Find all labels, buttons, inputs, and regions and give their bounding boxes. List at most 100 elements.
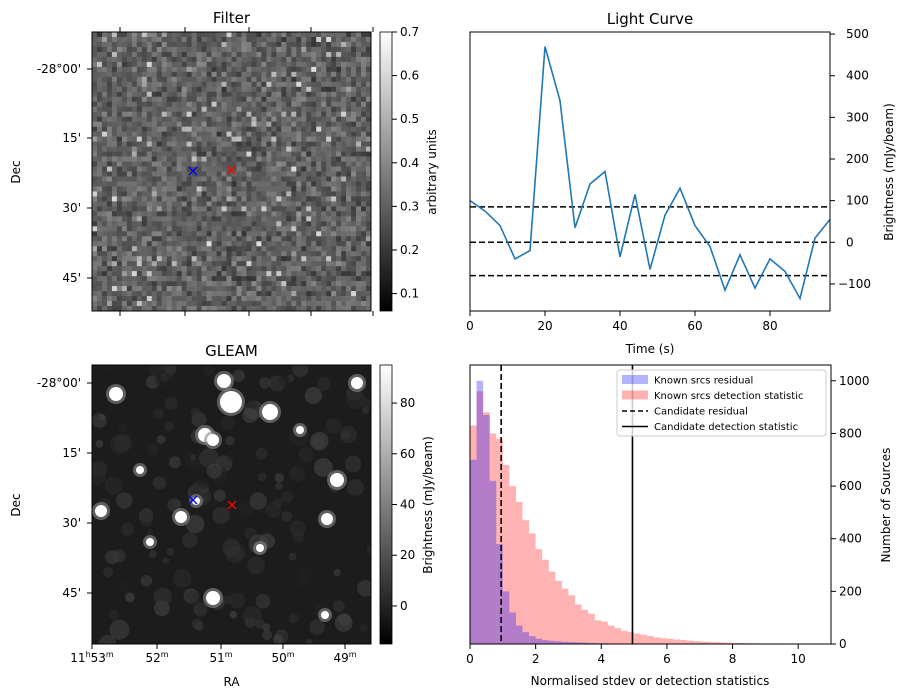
filter-pixel — [336, 196, 342, 202]
filter-pixel — [366, 216, 371, 222]
gleam-noise-blob — [160, 373, 169, 383]
filter-pixel — [231, 96, 237, 103]
filter-pixel — [126, 91, 133, 98]
filter-pixel — [166, 96, 173, 103]
filter-pixel — [366, 121, 371, 127]
filter-pixel — [186, 41, 192, 48]
filter-pixel — [96, 206, 103, 212]
filter-pixel — [191, 161, 197, 167]
filter-pixel — [271, 186, 277, 192]
filter-pixel — [336, 271, 342, 277]
filter-pixel — [136, 181, 143, 187]
filter-pixel — [201, 86, 207, 93]
filter-pixel — [136, 306, 143, 311]
filter-pixel — [191, 61, 197, 68]
filter-pixel — [306, 181, 312, 187]
filter-pixel — [141, 221, 148, 227]
filter-pixel — [211, 176, 217, 182]
filter-pixel — [181, 51, 187, 58]
filter-pixel — [106, 171, 113, 177]
filter-pixel — [206, 151, 212, 157]
filter-pixel — [231, 91, 237, 98]
filter-pixel — [291, 156, 297, 162]
filter-pixel — [151, 231, 158, 237]
filter-pixel — [156, 206, 163, 212]
filter-pixel — [96, 32, 103, 38]
filter-pixel — [266, 86, 272, 93]
filter-pixel — [201, 91, 207, 98]
known-source-marker — [227, 500, 237, 510]
filter-pixel — [111, 146, 118, 152]
filter-pixel — [266, 276, 272, 282]
filter-pixel — [141, 116, 148, 122]
filter-pixel — [126, 221, 133, 227]
filter-pixel — [226, 136, 232, 142]
gleam-noise-blob — [281, 490, 294, 503]
filter-pixel — [206, 166, 212, 172]
filter-pixel — [176, 156, 182, 162]
filter-pixel — [296, 81, 302, 88]
filter-pixel — [226, 111, 232, 117]
filter-pixel — [361, 101, 367, 108]
filter-pixel — [356, 161, 362, 167]
filter-pixel — [92, 91, 98, 98]
filter-pixel — [121, 126, 128, 132]
detection-bar — [680, 640, 687, 644]
filter-pixel — [236, 66, 242, 73]
filter-pixel — [111, 141, 118, 147]
filter-pixel — [251, 171, 257, 177]
filter-pixel — [111, 306, 118, 311]
filter-pixel — [276, 211, 282, 217]
histogram-frame — [469, 364, 832, 645]
filter-pixel — [321, 251, 327, 257]
filter-pixel — [306, 296, 312, 302]
filter-pixel — [181, 86, 187, 93]
filter-pixel — [111, 196, 118, 202]
filter-pixel — [336, 306, 342, 311]
filter-pixel — [271, 241, 277, 247]
filter-pixel — [146, 266, 153, 272]
filter-pixel — [151, 86, 158, 93]
filter-pixel — [126, 36, 133, 43]
filter-pixel — [261, 106, 267, 113]
filter-pixel — [116, 191, 123, 197]
gleam-noise-blob — [116, 492, 133, 509]
filter-pixel — [231, 251, 237, 257]
filter-pixel — [261, 246, 267, 252]
ra-tick-main: 49 — [333, 651, 348, 665]
filter-pixel — [161, 271, 168, 277]
filter-pixel — [156, 211, 163, 217]
filter-pixel — [271, 66, 277, 73]
filter-pixel — [296, 76, 302, 83]
filter-pixel — [136, 206, 143, 212]
filter-pixel — [92, 66, 98, 73]
filter-pixel — [361, 276, 367, 282]
filter-pixel — [361, 271, 367, 277]
filter-pixel — [131, 81, 138, 88]
filter-pixel — [286, 151, 292, 157]
filter-pixel — [251, 291, 257, 297]
filter-pixel — [106, 91, 113, 98]
filter-pixel — [176, 146, 182, 152]
filter-pixel — [221, 261, 227, 267]
filter-pixel — [196, 191, 202, 197]
filter-pixel — [141, 251, 148, 257]
filter-pixel — [351, 236, 357, 242]
filter-pixel — [281, 171, 287, 177]
filter-pixel — [301, 241, 307, 247]
filter-pixel — [281, 216, 287, 222]
filter-pixel — [301, 201, 307, 207]
filter-pixel — [116, 216, 123, 222]
residual-bar — [509, 612, 516, 644]
filter-pixel — [101, 206, 108, 212]
filter-pixel — [201, 186, 207, 192]
filter-pixel — [286, 136, 292, 142]
filter-pixel — [131, 176, 138, 182]
filter-pixel — [231, 141, 237, 147]
filter-pixel — [236, 221, 242, 227]
ra-tick-main: 52 — [145, 651, 160, 665]
filter-pixel — [311, 121, 317, 127]
filter-pixel — [116, 56, 123, 63]
filter-pixel — [156, 116, 163, 122]
filter-pixel — [116, 136, 123, 142]
